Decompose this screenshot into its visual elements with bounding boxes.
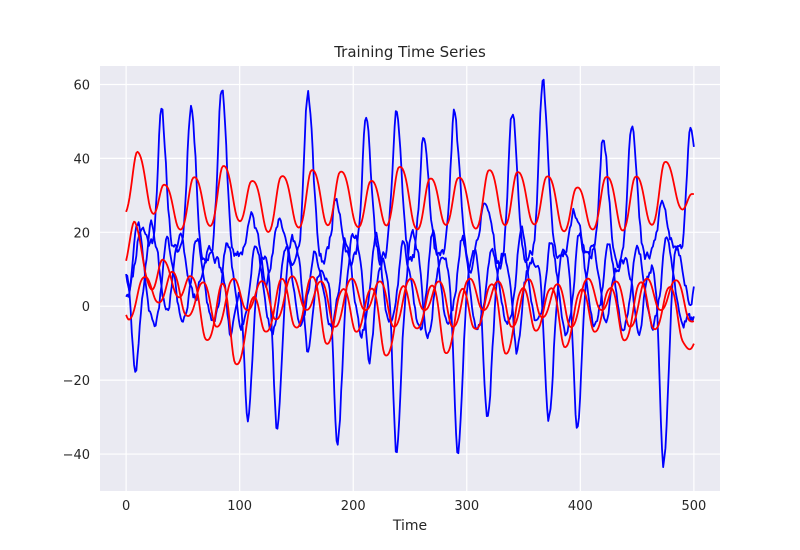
y-tick-label: 40 <box>73 152 90 167</box>
x-tick-label: 200 <box>341 499 366 514</box>
y-tick-label: 20 <box>73 226 90 241</box>
y-tick-label: −40 <box>63 448 90 463</box>
x-tick-label: 0 <box>122 499 130 514</box>
y-tick-label: 60 <box>73 78 90 93</box>
x-tick-label: 300 <box>454 499 479 514</box>
x-tick-label: 100 <box>227 499 252 514</box>
x-axis-label: Time <box>392 518 427 534</box>
y-tick-label: −20 <box>63 374 90 389</box>
x-tick-labels: 0 100 200 300 400 500 <box>122 499 706 514</box>
series-line-2 <box>125 219 695 468</box>
y-tick-labels: −40 −20 0 20 40 60 <box>63 78 90 463</box>
series-line-1 <box>125 78 695 293</box>
series-line-5 <box>125 220 695 366</box>
x-tick-label: 500 <box>681 499 706 514</box>
series-layer <box>125 78 695 468</box>
y-tick-label: 0 <box>82 300 90 315</box>
x-tick-label: 400 <box>568 499 593 514</box>
series-line-4 <box>125 150 694 233</box>
chart-title: Training Time Series <box>333 43 486 61</box>
series-line-6 <box>125 270 695 328</box>
